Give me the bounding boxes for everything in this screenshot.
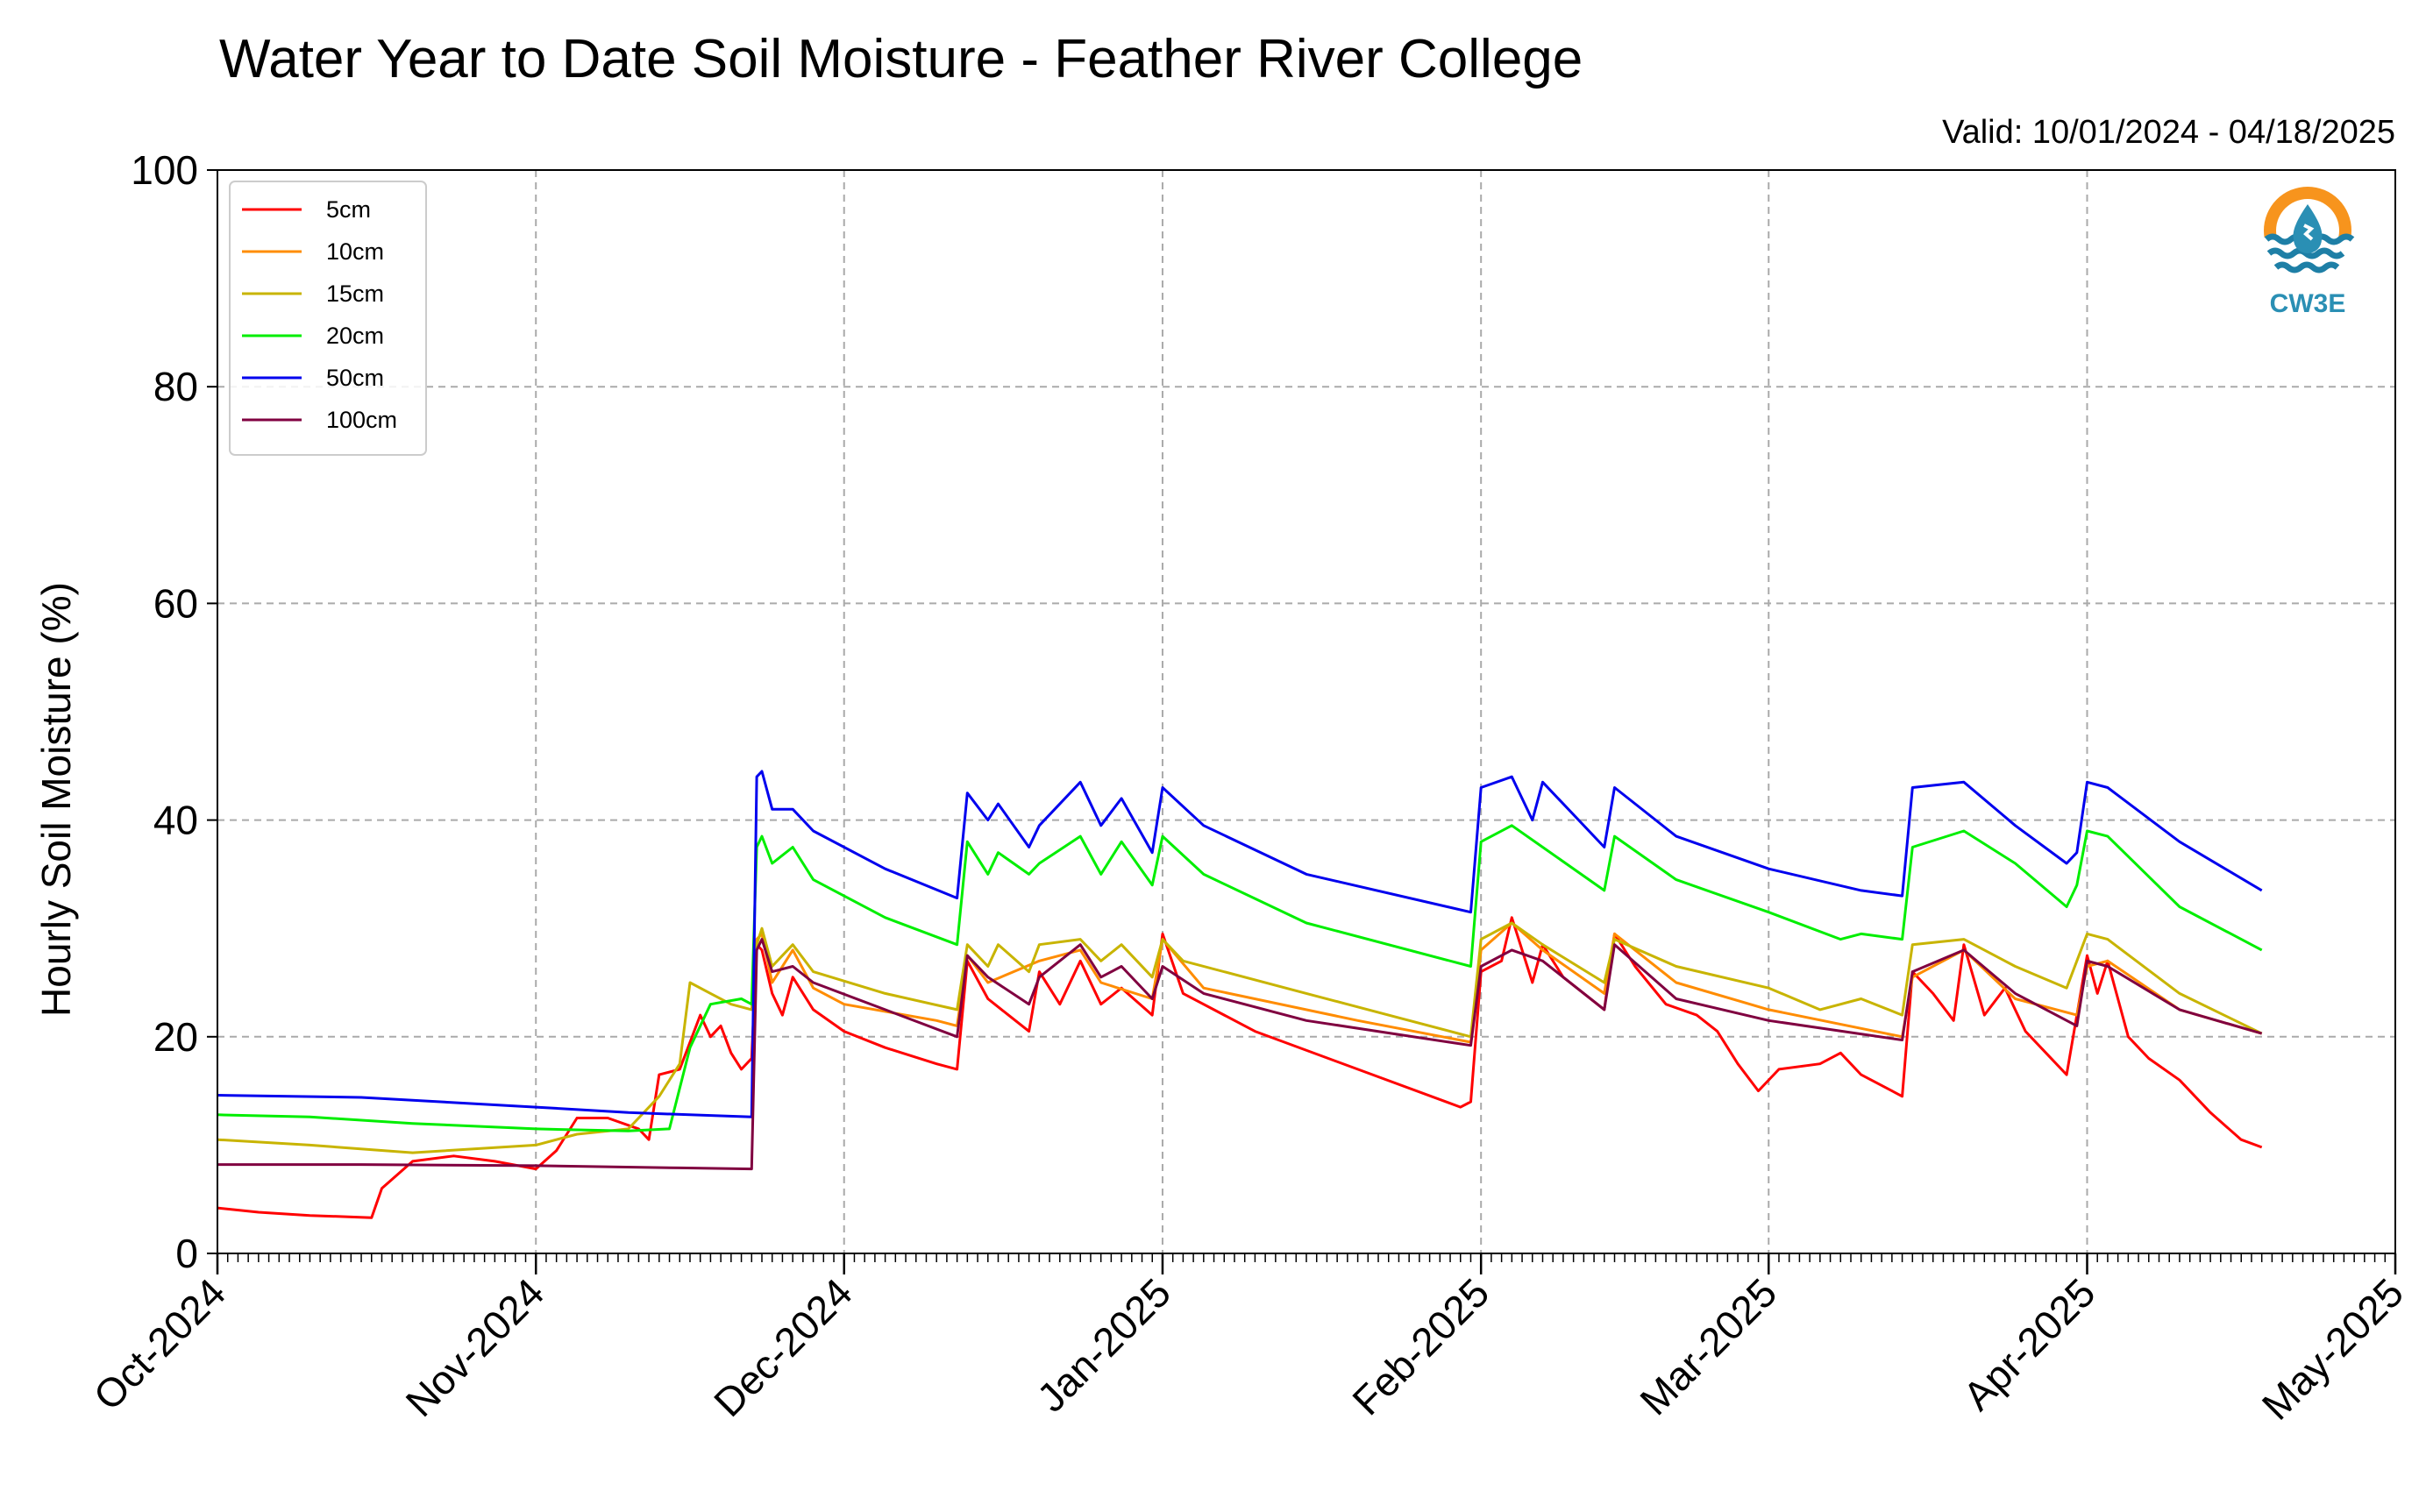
x-tick-label: Jan-2025 — [1028, 1269, 1179, 1420]
series-line-5cm — [217, 916, 2263, 1219]
y-tick-label: 80 — [153, 364, 198, 409]
x-tick-label: Oct-2024 — [85, 1269, 235, 1419]
legend-label-10cm: 10cm — [326, 238, 384, 265]
series-line-20cm — [217, 824, 2263, 1132]
logo-text: CW3E — [2270, 289, 2346, 318]
y-tick-label: 40 — [153, 798, 198, 843]
chart-title: Water Year to Date Soil Moisture - Feath… — [219, 29, 1583, 89]
legend-box — [229, 181, 427, 456]
series-line-100cm — [217, 938, 2263, 1171]
grid-lines — [217, 170, 2395, 1253]
valid-date-range: Valid: 10/01/2024 - 04/18/2025 — [1942, 114, 2395, 151]
legend-label-15cm: 15cm — [326, 280, 384, 307]
cw3e-logo: CW3E — [2264, 187, 2355, 318]
series-line-15cm — [217, 921, 2263, 1154]
y-tick-label: 60 — [153, 580, 198, 626]
y-axis-label: Hourly Soil Moisture (%) — [33, 582, 79, 1017]
plot-frame — [217, 169, 2396, 1254]
x-tick-label: Mar-2025 — [1631, 1269, 1785, 1423]
legend-label-50cm: 50cm — [326, 365, 384, 391]
legend-label-20cm: 20cm — [326, 323, 384, 349]
x-tick-label: Nov-2024 — [396, 1269, 552, 1425]
series-lines — [217, 770, 2263, 1219]
x-tick-label: Dec-2024 — [705, 1269, 861, 1425]
y-tick-label: 0 — [175, 1231, 198, 1276]
y-tick-label: 20 — [153, 1014, 198, 1060]
axes: 0 20 40 60 80 100 Oct-2024 Nov-2024 Dec-2024 Jan-… — [85, 147, 2413, 1429]
legend: 5cm 10cm 15cm 20cm 50cm 100cm — [229, 181, 427, 456]
series-line-10cm — [750, 921, 2263, 1044]
legend-label-100cm: 100cm — [326, 407, 397, 433]
y-tick-label: 100 — [131, 147, 198, 193]
series-line-50cm — [217, 770, 2263, 1118]
legend-label-5cm: 5cm — [326, 196, 371, 223]
x-tick-label: Apr-2025 — [1954, 1269, 2104, 1419]
x-tick-label: May-2025 — [2253, 1269, 2412, 1428]
x-tick-label: Feb-2025 — [1343, 1269, 1498, 1423]
